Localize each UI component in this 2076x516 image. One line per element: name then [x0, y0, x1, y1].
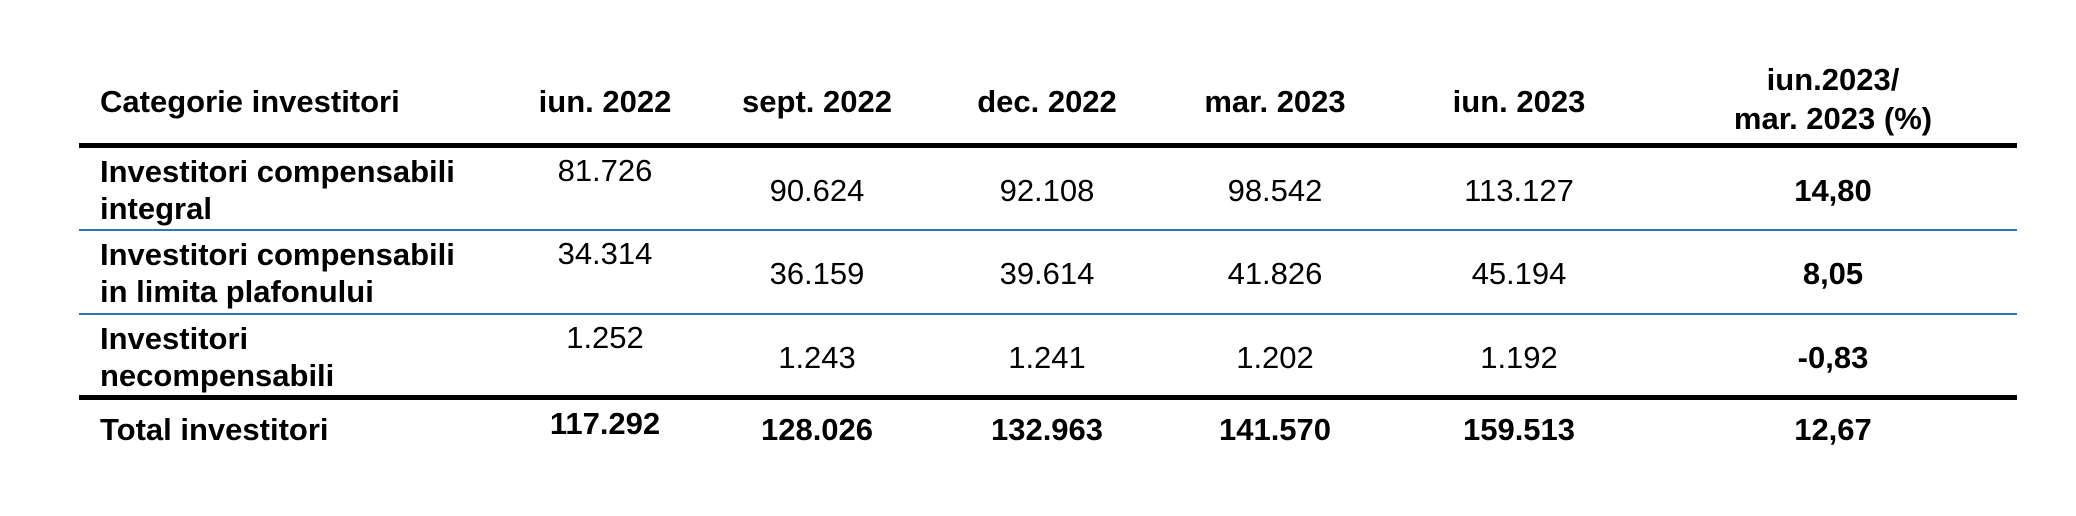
- header-change-pct-line2: mar. 2023 (%): [1733, 101, 1933, 136]
- row-divider: [79, 229, 2017, 231]
- cell-mar-2023: 1.202: [1236, 340, 1314, 375]
- cell-dec-2022: 39.614: [999, 256, 1095, 291]
- header-jun-2022: iun. 2022: [538, 84, 672, 119]
- cell-dec-2022: 92.108: [999, 173, 1095, 208]
- total-label: Total investitori: [100, 412, 329, 447]
- total-dec-2022: 132.963: [990, 412, 1104, 447]
- header-sep-2022: sept. 2022: [742, 84, 892, 119]
- cell-change-pct: 8,05: [1802, 256, 1864, 291]
- total-rule: [79, 395, 2017, 400]
- cell-mar-2023: 41.826: [1227, 256, 1323, 291]
- table-row: Investitori necompensabili 1.252 1.243 1…: [79, 315, 2017, 395]
- row-label-line2: necompensabili: [100, 358, 335, 393]
- total-mar-2023: 141.570: [1218, 412, 1332, 447]
- cell-change-pct: -0,83: [1797, 340, 1869, 375]
- header-change-pct: iun.2023/ mar. 2023 (%): [1649, 60, 2017, 143]
- cell-jun-2023: 113.127: [1464, 173, 1574, 208]
- total-sep-2022: 128.026: [760, 412, 874, 447]
- table-row: Investitori compensabili integral 81.726…: [79, 148, 2017, 229]
- cell-jun-2022: 81.726: [557, 153, 653, 188]
- investor-category-table: Categorie investitori iun. 2022 sept. 20…: [79, 60, 2017, 460]
- total-jun-2023: 159.513: [1462, 412, 1576, 447]
- row-label-line1: Investitori: [100, 321, 249, 356]
- header-change-pct-line1: iun.2023/: [1766, 62, 1900, 97]
- row-label: Investitori necompensabili: [79, 315, 509, 395]
- row-label: Investitori compensabili in limita plafo…: [79, 231, 509, 313]
- cell-jun-2023: 45.194: [1471, 256, 1567, 291]
- cell-sep-2022: 36.159: [769, 256, 865, 291]
- header-category: Categorie investitori: [100, 84, 400, 119]
- row-label-line1: Investitori compensabili: [100, 154, 455, 189]
- row-label-line2: in limita plafonului: [100, 274, 374, 309]
- cell-jun-2022: 1.252: [566, 320, 644, 355]
- cell-sep-2022: 1.243: [778, 340, 856, 375]
- header-mar-2023: mar. 2023: [1204, 84, 1346, 119]
- table-header-row: Categorie investitori iun. 2022 sept. 20…: [79, 60, 2017, 143]
- cell-sep-2022: 90.624: [769, 173, 865, 208]
- cell-dec-2022: 1.241: [1008, 340, 1086, 375]
- row-label: Investitori compensabili integral: [79, 148, 509, 229]
- row-divider: [79, 313, 2017, 315]
- table-row: Investitori compensabili in limita plafo…: [79, 231, 2017, 313]
- total-row: Total investitori 117.292 128.026 132.96…: [79, 400, 2017, 460]
- cell-mar-2023: 98.542: [1227, 173, 1323, 208]
- cell-jun-2023: 1.192: [1480, 340, 1558, 375]
- header-rule: [79, 143, 2017, 148]
- header-jun-2023: iun. 2023: [1452, 84, 1586, 119]
- cell-jun-2022: 34.314: [557, 236, 653, 271]
- row-label-line2: integral: [100, 191, 212, 226]
- row-label-line1: Investitori compensabili: [100, 237, 455, 272]
- header-dec-2022: dec. 2022: [977, 84, 1117, 119]
- total-jun-2022: 117.292: [549, 406, 661, 441]
- total-change-pct: 12,67: [1794, 412, 1872, 447]
- cell-change-pct: 14,80: [1794, 173, 1872, 208]
